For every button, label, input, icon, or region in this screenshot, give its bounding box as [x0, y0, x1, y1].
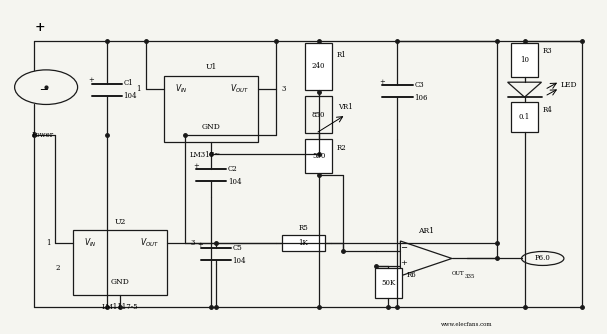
Text: R2: R2: [337, 144, 347, 152]
Text: $V_{IN}$: $V_{IN}$: [175, 82, 188, 95]
Text: +: +: [35, 21, 46, 34]
Text: 3: 3: [191, 239, 195, 247]
Bar: [73, 230, 168, 295]
Text: C3: C3: [415, 81, 424, 89]
Bar: [282, 234, 325, 251]
Text: +: +: [379, 78, 385, 86]
Text: 1K: 1K: [299, 239, 308, 247]
Text: $V_{OUT}$: $V_{OUT}$: [140, 236, 158, 249]
Text: U2: U2: [115, 218, 126, 226]
Text: ─: ─: [401, 243, 406, 252]
Text: www.elecfans.com: www.elecfans.com: [441, 323, 493, 328]
Text: 1: 1: [46, 239, 50, 247]
Text: 10: 10: [520, 56, 529, 64]
Text: C5: C5: [232, 244, 242, 252]
Text: +: +: [89, 76, 95, 85]
Text: 2: 2: [56, 265, 61, 273]
Circle shape: [15, 70, 78, 105]
Text: U1: U1: [205, 63, 217, 71]
Bar: [511, 102, 538, 132]
Text: 0.1: 0.1: [519, 113, 530, 121]
Bar: [305, 43, 332, 90]
Text: GND: GND: [202, 123, 220, 131]
Text: 850: 850: [312, 111, 325, 119]
Text: R3: R3: [543, 47, 552, 55]
Text: ─: ─: [39, 84, 47, 94]
Text: AR1: AR1: [418, 227, 434, 235]
Bar: [511, 42, 538, 77]
Text: +: +: [400, 259, 407, 267]
Text: +: +: [193, 162, 199, 170]
Text: LED: LED: [561, 81, 577, 89]
Text: 240: 240: [312, 62, 325, 70]
Text: 3: 3: [281, 85, 286, 93]
Text: $V_{OUT}$: $V_{OUT}$: [231, 82, 249, 95]
Text: 104: 104: [232, 257, 246, 265]
Text: 1: 1: [137, 85, 141, 93]
Text: C1: C1: [124, 79, 134, 87]
Text: R4: R4: [543, 106, 552, 114]
Ellipse shape: [521, 252, 564, 266]
Text: C2: C2: [228, 165, 238, 173]
Text: P6.0: P6.0: [535, 255, 551, 263]
Text: 106: 106: [415, 94, 428, 102]
Text: 530: 530: [312, 152, 325, 160]
Text: Power: Power: [32, 131, 54, 139]
Text: LM317~: LM317~: [189, 151, 220, 159]
Text: R1: R1: [337, 51, 347, 59]
Bar: [375, 268, 402, 298]
Text: $V_{IN}$: $V_{IN}$: [84, 236, 97, 249]
Text: LM1117-5: LM1117-5: [102, 303, 138, 311]
Text: R5: R5: [299, 224, 308, 232]
Text: +: +: [198, 241, 203, 249]
Text: GND: GND: [111, 278, 130, 286]
Text: R6: R6: [407, 272, 416, 280]
Bar: [305, 139, 332, 173]
Bar: [305, 96, 332, 134]
Text: 335: 335: [465, 274, 475, 279]
Text: 50K: 50K: [381, 279, 395, 287]
Text: OUT: OUT: [452, 271, 464, 276]
Text: 104: 104: [124, 92, 137, 100]
Text: VR1: VR1: [338, 103, 353, 111]
Text: 104: 104: [228, 178, 242, 186]
Bar: [164, 75, 258, 142]
